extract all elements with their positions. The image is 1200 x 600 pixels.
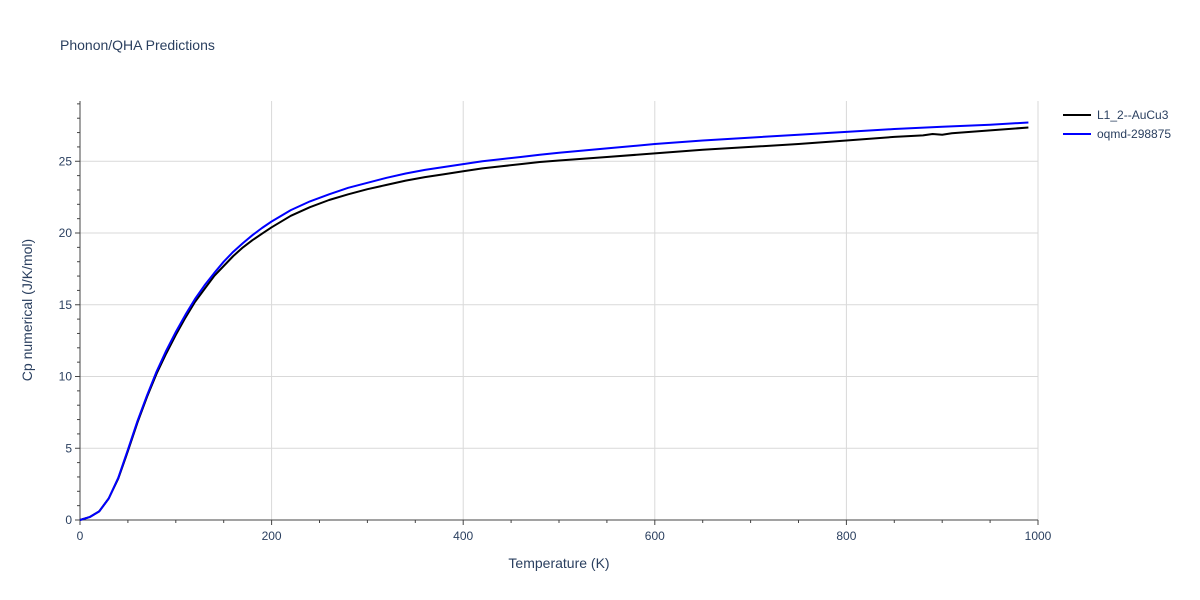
grid-layer xyxy=(80,101,1039,520)
chart-title: Phonon/QHA Predictions xyxy=(60,37,215,53)
series-layer xyxy=(79,121,1029,521)
x-tick-label-1: 200 xyxy=(262,529,282,543)
legend-item-1[interactable]: oqmd-298875 xyxy=(1063,127,1171,141)
series-line-1 xyxy=(79,121,1029,521)
legend-label-1: oqmd-298875 xyxy=(1097,127,1171,141)
x-tick-label-4: 800 xyxy=(836,529,856,543)
y-tick-label-4: 20 xyxy=(59,226,73,240)
x-tick-label-2: 400 xyxy=(453,529,473,543)
y-axis-title: Cp numerical (J/K/mol) xyxy=(19,239,35,381)
x-tick-label-5: 1000 xyxy=(1025,529,1052,543)
x-tick-label-3: 600 xyxy=(645,529,665,543)
y-tick-label-3: 15 xyxy=(59,298,73,312)
axes-layer: 0 200 400 600 800 1000 0 5 10 15 20 25 xyxy=(59,101,1052,543)
legend[interactable]: L1_2--AuCu3 oqmd-298875 xyxy=(1063,108,1171,141)
x-axis-title: Temperature (K) xyxy=(508,555,609,571)
y-tick-label-1: 5 xyxy=(65,441,72,455)
legend-label-0: L1_2--AuCu3 xyxy=(1097,108,1169,122)
x-tick-label-0: 0 xyxy=(77,529,84,543)
y-tick-label-0: 0 xyxy=(65,513,72,527)
y-tick-label-5: 25 xyxy=(59,154,73,168)
legend-item-0[interactable]: L1_2--AuCu3 xyxy=(1063,108,1169,122)
series-line-0 xyxy=(79,126,1029,521)
y-tick-label-2: 10 xyxy=(59,370,73,384)
